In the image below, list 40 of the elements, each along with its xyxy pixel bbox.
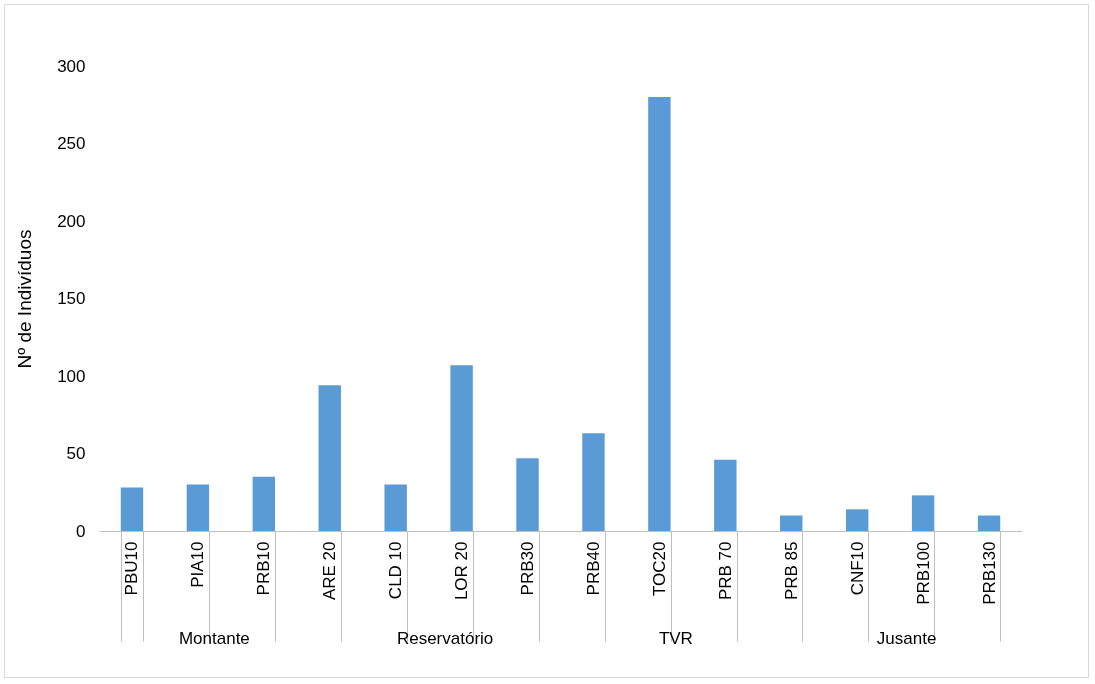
x-tick-label: LOR 20 <box>452 541 472 601</box>
bar <box>516 458 539 531</box>
bar <box>186 484 210 531</box>
text: Jusante <box>876 629 937 648</box>
x-tick-label: PRB130 <box>979 541 999 605</box>
bar <box>845 509 869 531</box>
y-tick-label: 300 <box>57 56 86 76</box>
bar <box>714 459 737 531</box>
bar <box>318 385 341 531</box>
x-tick-label: PRB 70 <box>715 541 735 601</box>
x-tick-label: CNF10 <box>847 541 867 596</box>
x-tick-label: PRB30 <box>518 541 538 596</box>
text: Reservatório <box>396 629 494 648</box>
y-tick-label: 100 <box>57 366 86 386</box>
y-tick-label: 250 <box>57 134 86 153</box>
bar <box>648 97 671 531</box>
text: TVR <box>658 629 693 648</box>
bar <box>911 495 935 531</box>
x-tick-label: PIA10 <box>188 541 208 588</box>
x-tick-label: PRB40 <box>583 541 603 596</box>
x-tick-label: PBU10 <box>122 541 142 596</box>
x-tick-label: PRB 85 <box>781 541 801 601</box>
bar <box>582 433 605 531</box>
y-tick-label: 150 <box>57 289 86 308</box>
x-tick-label: TOC20 <box>649 541 669 596</box>
x-tick-label: PRB100 <box>913 541 933 605</box>
y-tick-label: 200 <box>57 211 86 231</box>
text: Montante <box>178 629 250 648</box>
bar <box>450 365 473 531</box>
bar <box>120 487 144 531</box>
bar <box>384 484 407 531</box>
y-tick-label: 0 <box>76 521 86 541</box>
bar <box>780 515 803 531</box>
x-tick-label: PRB10 <box>254 541 274 596</box>
y-tick-label: 50 <box>66 444 86 463</box>
y-axis-title: Nº de Indivíduos <box>14 229 36 369</box>
bar <box>252 476 276 531</box>
x-tick-label: ARE 20 <box>320 541 340 601</box>
x-tick-label: CLD 10 <box>386 541 406 600</box>
bar <box>977 515 1001 531</box>
